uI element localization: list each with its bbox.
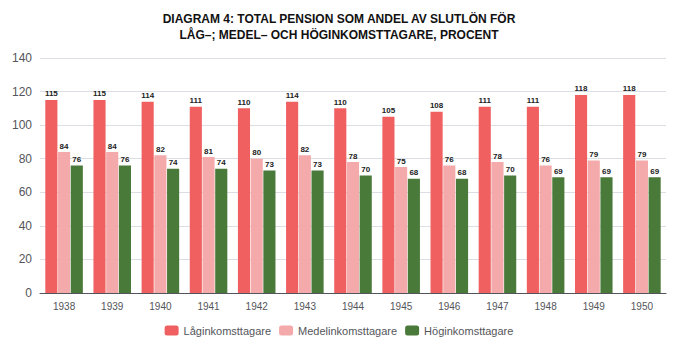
svg-text:68: 68 (409, 168, 418, 177)
svg-text:1939: 1939 (101, 301, 124, 312)
svg-text:1942: 1942 (246, 301, 269, 312)
svg-text:82: 82 (156, 145, 165, 154)
svg-text:78: 78 (349, 152, 358, 161)
svg-text:76: 76 (120, 155, 129, 164)
svg-text:114: 114 (141, 91, 154, 100)
svg-text:115: 115 (45, 89, 58, 98)
svg-text:140: 140 (12, 51, 32, 65)
svg-text:1948: 1948 (534, 301, 557, 312)
svg-text:110: 110 (238, 98, 251, 107)
svg-text:74: 74 (217, 158, 226, 167)
svg-text:120: 120 (12, 85, 32, 99)
svg-text:Medelinkomsttagare: Medelinkomsttagare (298, 325, 397, 337)
svg-text:40: 40 (19, 219, 33, 233)
svg-text:73: 73 (265, 160, 274, 169)
svg-text:1950: 1950 (631, 301, 654, 312)
svg-text:111: 111 (527, 96, 540, 105)
svg-text:78: 78 (493, 152, 502, 161)
svg-text:110: 110 (334, 98, 347, 107)
svg-text:1938: 1938 (53, 301, 76, 312)
svg-text:111: 111 (190, 96, 203, 105)
svg-text:115: 115 (93, 89, 106, 98)
svg-text:1946: 1946 (438, 301, 461, 312)
svg-text:1941: 1941 (197, 301, 220, 312)
svg-text:108: 108 (430, 101, 444, 110)
svg-text:79: 79 (589, 150, 598, 159)
svg-text:74: 74 (169, 158, 178, 167)
svg-text:118: 118 (623, 84, 636, 93)
svg-text:1945: 1945 (390, 301, 413, 312)
svg-text:80: 80 (252, 148, 261, 157)
svg-text:80: 80 (19, 152, 33, 166)
svg-text:20: 20 (19, 252, 33, 266)
svg-text:60: 60 (19, 185, 33, 199)
svg-text:75: 75 (397, 157, 406, 166)
svg-text:1940: 1940 (149, 301, 172, 312)
svg-text:Låginkomsttagare: Låginkomsttagare (184, 325, 271, 337)
svg-text:1944: 1944 (342, 301, 365, 312)
svg-text:69: 69 (650, 167, 659, 176)
svg-text:79: 79 (637, 150, 646, 159)
svg-text:0: 0 (25, 286, 32, 300)
svg-text:76: 76 (72, 155, 81, 164)
svg-text:118: 118 (575, 84, 588, 93)
svg-text:Höginkomsttagare: Höginkomsttagare (424, 325, 513, 337)
svg-text:68: 68 (458, 168, 467, 177)
svg-text:69: 69 (602, 167, 611, 176)
svg-text:111: 111 (479, 96, 492, 105)
svg-text:82: 82 (300, 145, 309, 154)
svg-text:84: 84 (108, 142, 117, 151)
svg-text:73: 73 (313, 160, 322, 169)
svg-text:100: 100 (12, 118, 32, 132)
svg-text:LÅG–; MEDEL– OCH HÖGINKOMSTTAG: LÅG–; MEDEL– OCH HÖGINKOMSTTAGARE, PROCE… (179, 27, 499, 42)
svg-text:76: 76 (445, 155, 454, 164)
svg-text:DIAGRAM 4: TOTAL PENSION SOM A: DIAGRAM 4: TOTAL PENSION SOM ANDEL AV SL… (163, 11, 516, 26)
svg-text:105: 105 (382, 106, 396, 115)
svg-text:81: 81 (204, 147, 213, 156)
svg-text:69: 69 (554, 167, 563, 176)
svg-text:1947: 1947 (486, 301, 509, 312)
svg-text:1943: 1943 (294, 301, 317, 312)
svg-text:76: 76 (541, 155, 550, 164)
svg-text:84: 84 (60, 142, 69, 151)
svg-text:70: 70 (361, 165, 370, 174)
svg-text:70: 70 (506, 165, 515, 174)
svg-text:1949: 1949 (583, 301, 606, 312)
svg-text:114: 114 (286, 91, 299, 100)
